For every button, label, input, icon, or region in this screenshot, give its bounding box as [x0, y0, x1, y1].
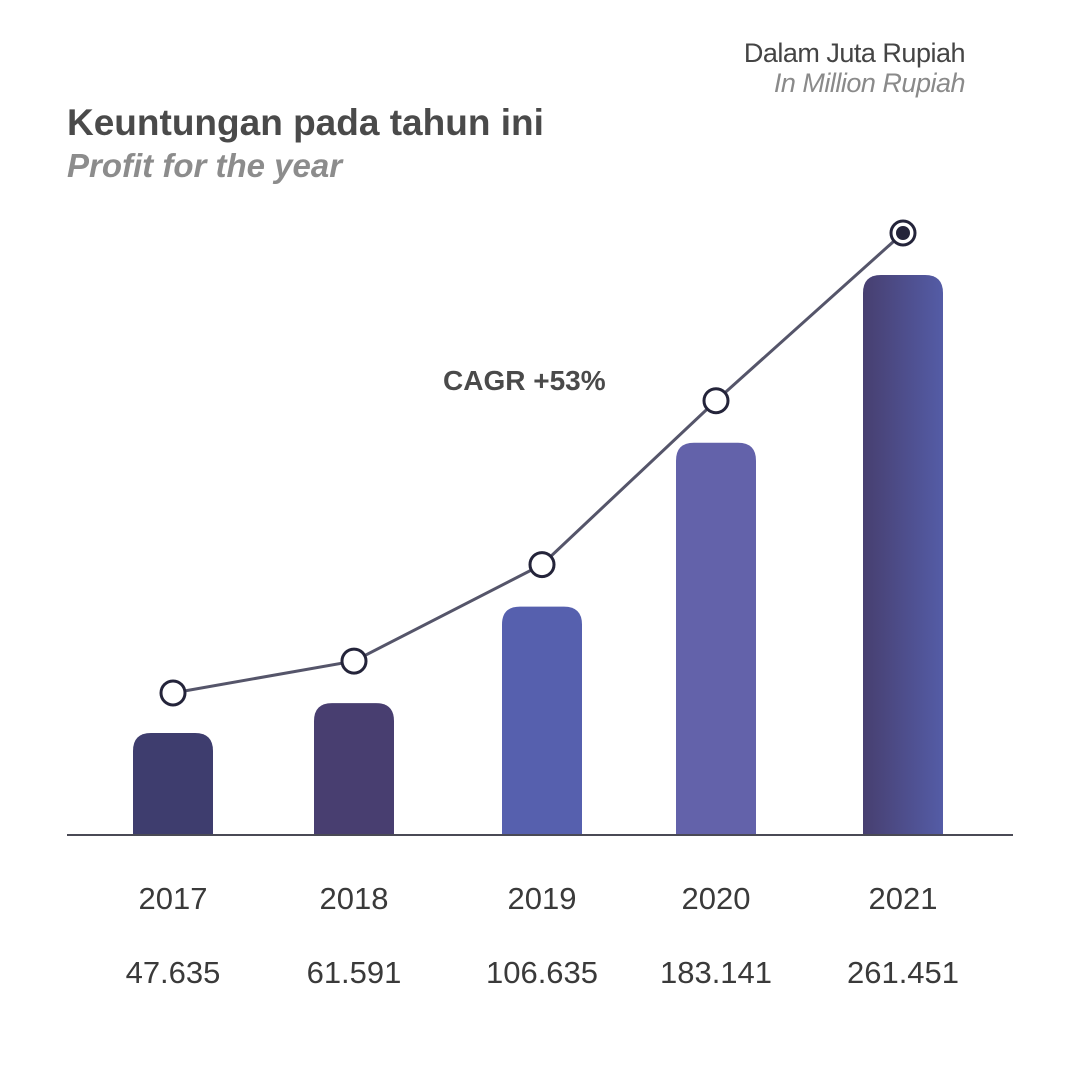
- trend-point-2018: [340, 647, 368, 675]
- trend-point-2020: [702, 387, 730, 415]
- trend-point-highlight: [896, 226, 910, 240]
- bar-2021: [863, 275, 943, 835]
- x-tick-label: 2020: [682, 881, 751, 916]
- unit-label-id: Dalam Juta Rupiah: [744, 38, 965, 68]
- trend-point-2019: [528, 551, 556, 579]
- chart-title: Keuntungan pada tahun ini: [67, 102, 544, 143]
- trend-point-2017: [159, 679, 187, 707]
- value-label: 261.451: [847, 955, 959, 990]
- trend-line-group: [159, 219, 917, 707]
- bar-2017: [133, 732, 213, 835]
- x-tick-label: 2021: [869, 881, 938, 916]
- value-label: 106.635: [486, 955, 598, 990]
- cagr-annotation: CAGR +53%: [443, 365, 606, 396]
- chart-subtitle: Profit for the year: [67, 147, 344, 184]
- value-label: 47.635: [126, 955, 221, 990]
- value-label: 183.141: [660, 955, 772, 990]
- x-tick-label: 2018: [320, 881, 389, 916]
- unit-label-en: In Million Rupiah: [774, 68, 965, 98]
- x-tick-label: 2019: [508, 881, 577, 916]
- bar-2018: [314, 703, 394, 835]
- bar-2019: [502, 606, 582, 835]
- value-label: 61.591: [307, 955, 402, 990]
- bars: [133, 275, 943, 835]
- category-labels: 2017 47.635 2018 61.591 2019 106.635 2020 183.1…: [126, 881, 959, 990]
- bar-2020: [676, 442, 756, 835]
- x-tick-label: 2017: [139, 881, 208, 916]
